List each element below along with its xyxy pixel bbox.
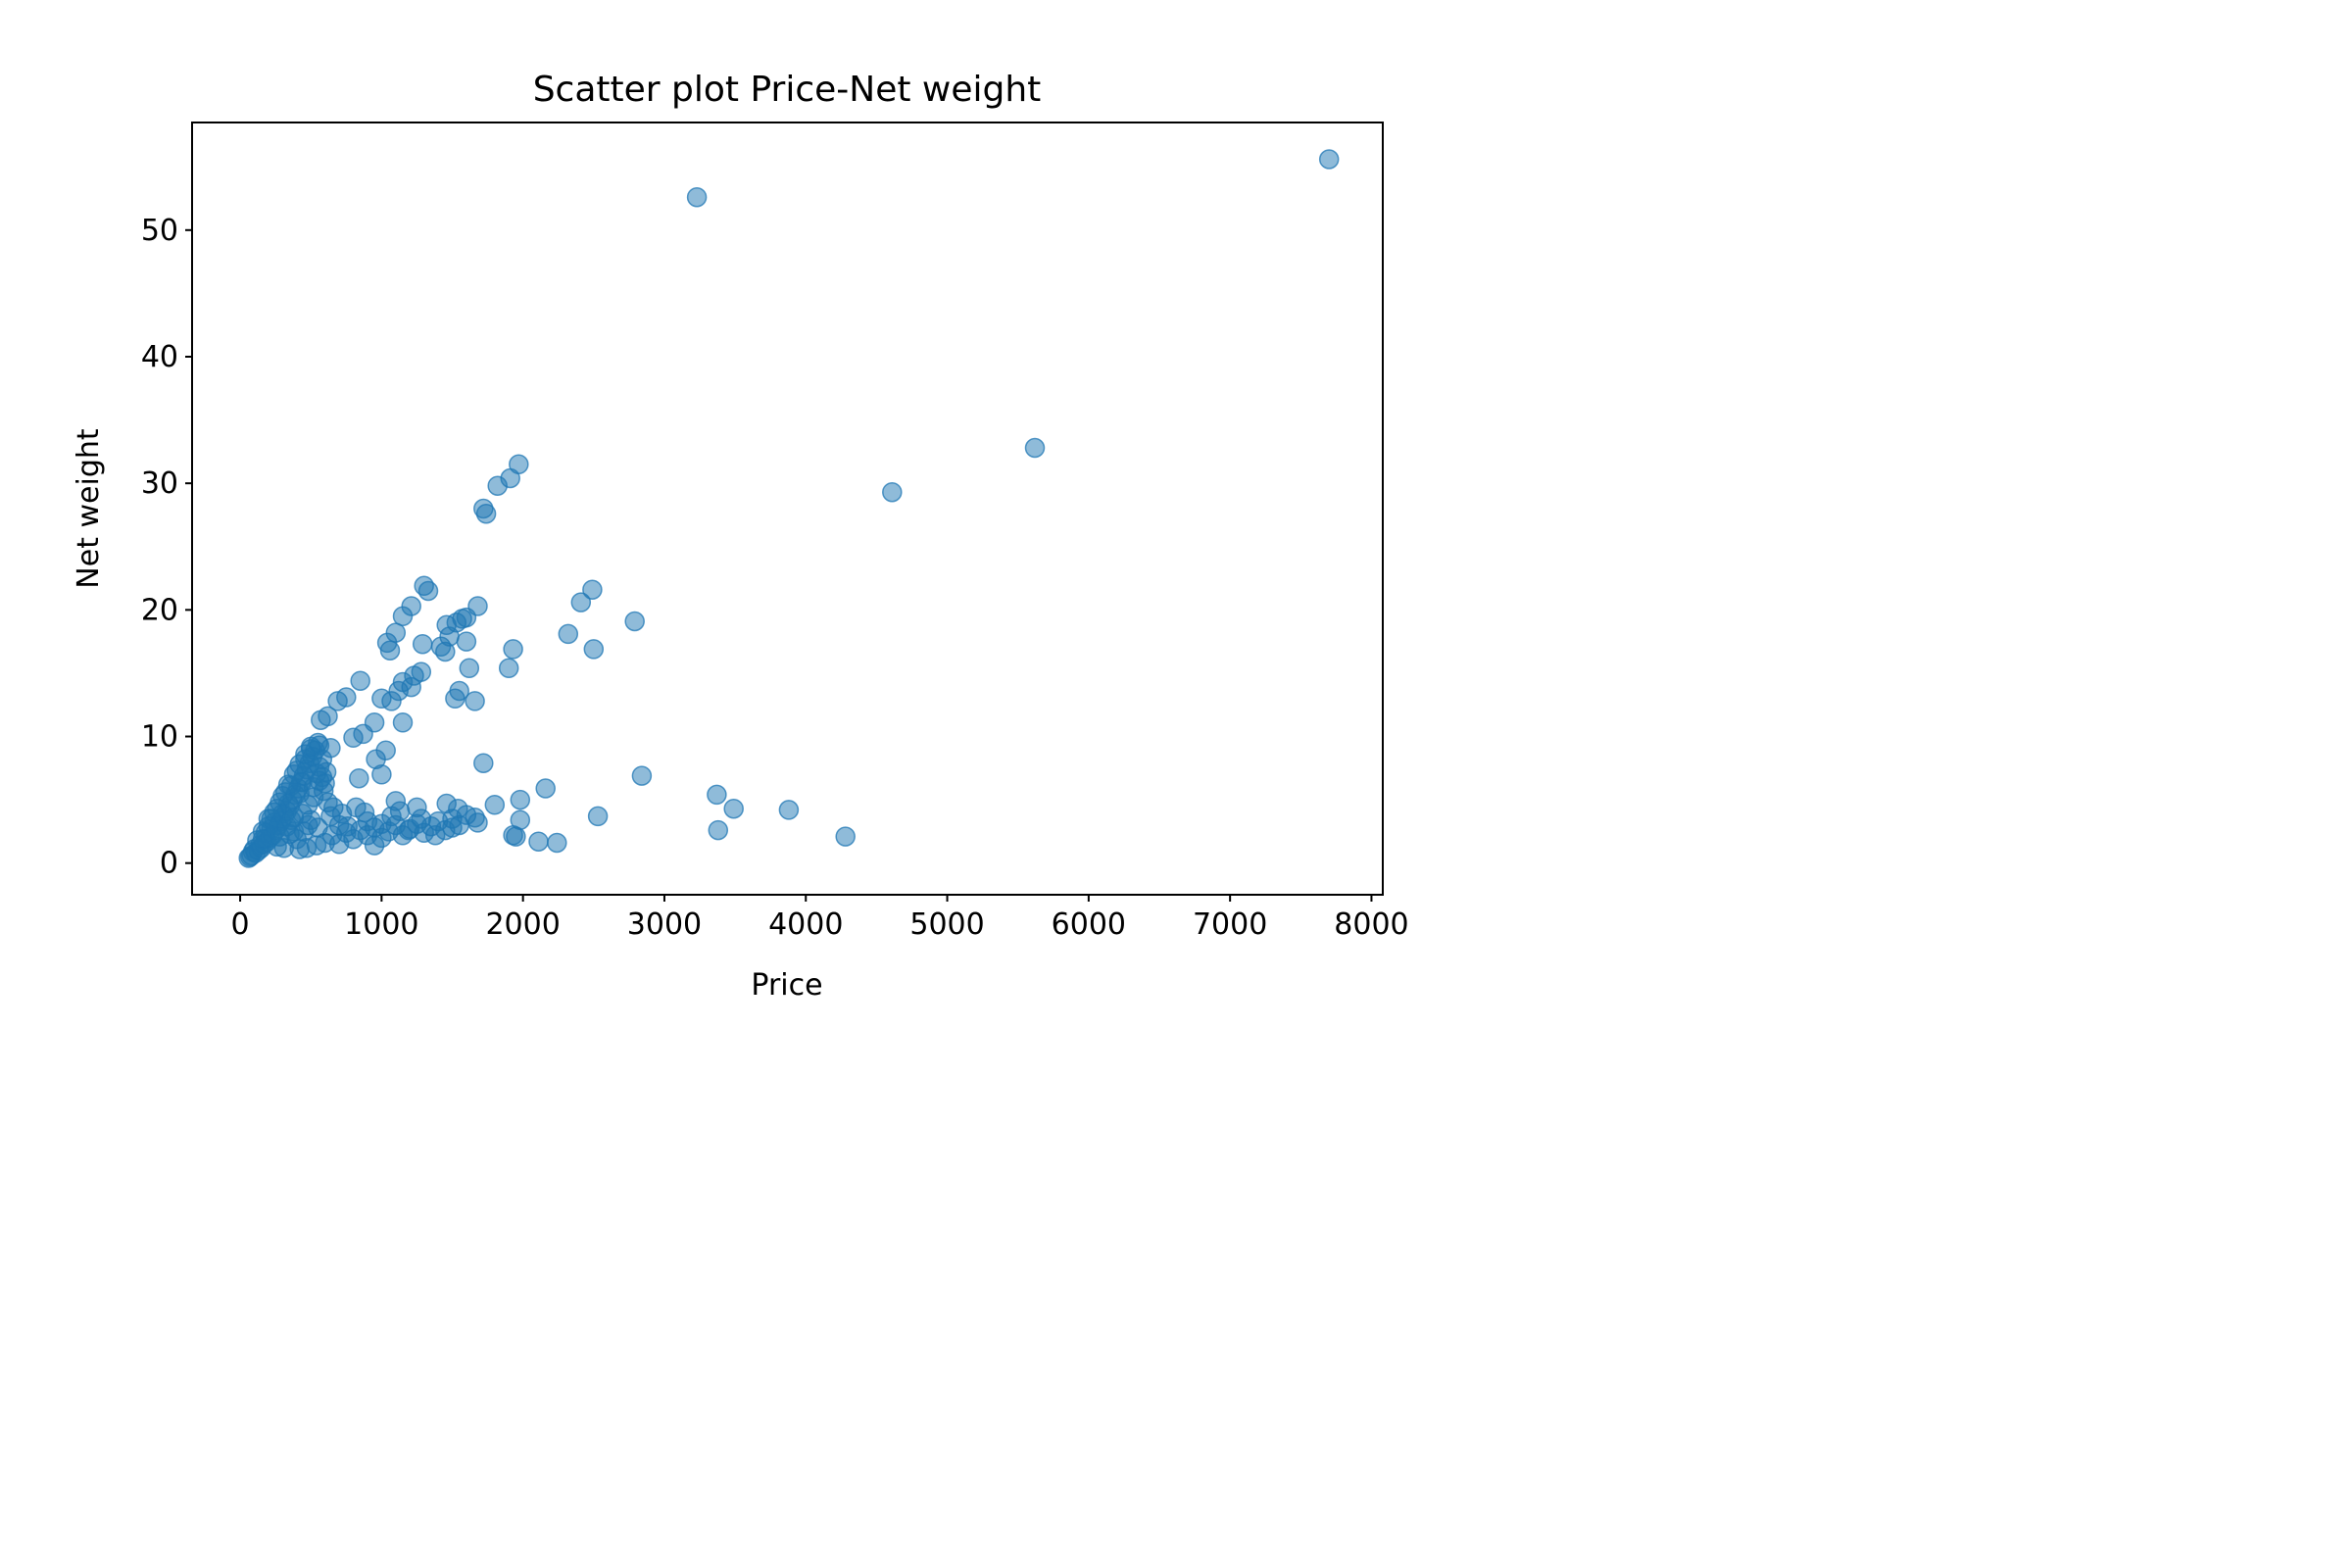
scatter-point	[547, 832, 567, 854]
y-axis-title: Net weight	[72, 428, 106, 589]
scatter-point	[343, 727, 364, 749]
scatter-point	[510, 789, 531, 810]
scatter-point	[401, 676, 421, 698]
scatter-point	[506, 826, 526, 847]
x-tick-label: 7000	[1193, 907, 1267, 942]
scatter-point	[436, 614, 457, 636]
scatter-point	[624, 611, 645, 632]
scatter-point	[392, 606, 414, 627]
scatter-point	[708, 819, 729, 841]
scatter-point	[354, 802, 375, 823]
scatter-point	[350, 670, 370, 691]
scatter-point	[349, 767, 369, 789]
scatter-point	[467, 812, 488, 833]
scatter-chart: Scatter plot Price-Net weight 0 1000 2000 3…	[72, 70, 1409, 1003]
scatter-point	[707, 784, 727, 806]
scatter-point	[528, 831, 549, 852]
x-tick-label: 1000	[344, 907, 418, 942]
x-tick-label: 6000	[1052, 907, 1126, 942]
y-tick-label: 40	[141, 340, 178, 374]
scatter-point	[392, 712, 414, 733]
scatter-point	[456, 631, 477, 652]
chart-title: Scatter plot Price-Net weight	[533, 70, 1042, 110]
scatter-point	[473, 753, 494, 773]
points-layer	[238, 149, 1340, 868]
scatter-point	[459, 658, 480, 679]
x-tick-label: 8000	[1334, 907, 1408, 942]
scatter-point	[487, 475, 508, 496]
scatter-point	[371, 764, 392, 785]
scatter-point	[570, 592, 592, 612]
scatter-point	[631, 765, 653, 786]
scatter-point	[503, 639, 523, 660]
scatter-point	[327, 691, 348, 711]
scatter-point	[252, 828, 273, 850]
scatter-point	[320, 737, 341, 759]
scatter-point	[475, 503, 497, 524]
scatter-point	[300, 736, 321, 758]
chart-root: Scatter plot Price-Net weight 0 1000 2000 3…	[0, 0, 1514, 1029]
scatter-point	[283, 807, 305, 828]
y-tick-label: 0	[160, 847, 178, 881]
scatter-point	[882, 481, 903, 503]
scatter-point	[445, 688, 466, 710]
scatter-point	[371, 688, 392, 710]
x-tick-label: 3000	[627, 907, 702, 942]
y-tick-label: 20	[141, 593, 178, 627]
scatter-point	[558, 623, 579, 645]
x-tick-label: 5000	[909, 907, 984, 942]
scatter-point	[309, 770, 330, 791]
scatter-point	[583, 639, 605, 660]
scatter-point	[778, 800, 800, 820]
x-axis-title: Price	[751, 968, 822, 1003]
x-tick-label: 0	[231, 907, 250, 942]
scatter-point	[835, 826, 856, 847]
scatter-point	[1318, 149, 1340, 170]
scatter-point	[535, 778, 556, 799]
y-tick-label: 30	[141, 466, 178, 501]
scatter-point	[289, 839, 310, 859]
scatter-point	[465, 691, 485, 711]
scatter-point	[435, 641, 456, 662]
scatter-point	[498, 658, 519, 679]
scatter-point	[407, 797, 427, 818]
y-axis: 0 10 20 30 40 50	[141, 214, 192, 881]
plot-frame	[191, 122, 1384, 896]
scatter-point	[582, 579, 603, 600]
scatter-point	[381, 806, 402, 827]
scatter-point	[686, 186, 708, 208]
scatter-point	[379, 640, 401, 661]
scatter-point	[298, 795, 318, 815]
scatter-point	[311, 710, 331, 730]
y-tick-label: 10	[141, 720, 178, 755]
scatter-point	[1024, 437, 1046, 459]
x-tick-label: 4000	[768, 907, 843, 942]
x-axis: 0 1000 2000 3000 4000 5000 6000 7000 8000	[231, 895, 1409, 942]
y-tick-label: 50	[141, 214, 178, 248]
scatter-point	[417, 580, 439, 602]
scatter-point	[587, 806, 609, 827]
scatter-point	[412, 633, 433, 655]
scatter-point	[723, 798, 744, 819]
scatter-point	[484, 795, 506, 815]
x-tick-label: 2000	[485, 907, 560, 942]
